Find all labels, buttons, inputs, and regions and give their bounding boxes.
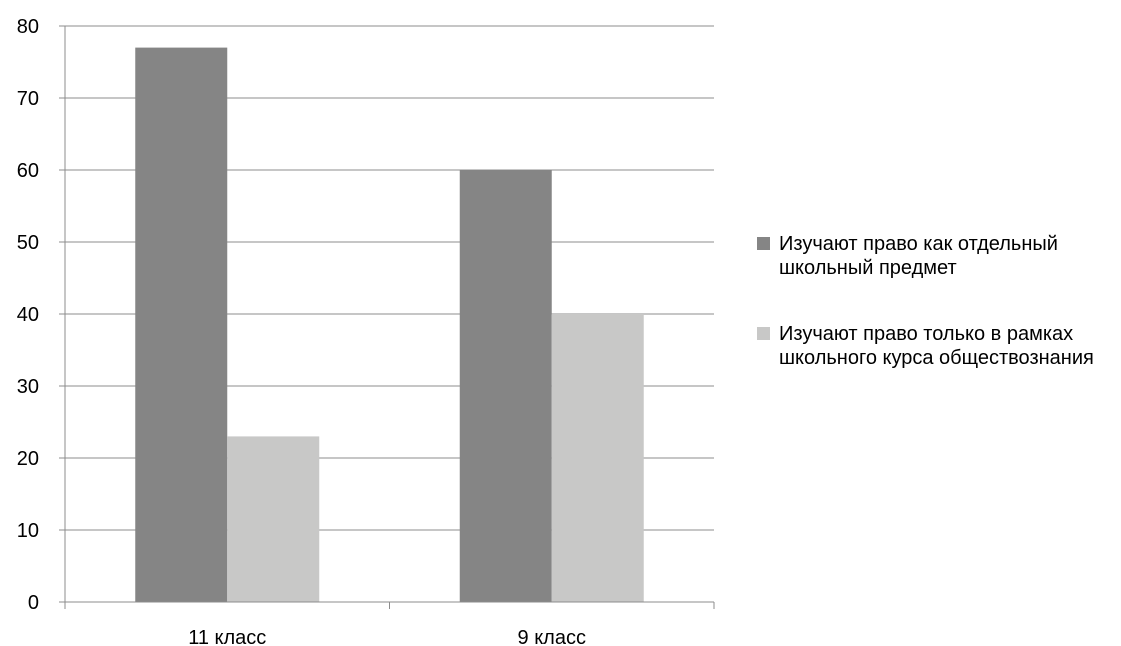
legend-swatch-series-1: [757, 237, 770, 250]
y-tick-label-40: 40: [17, 304, 39, 326]
bar-1-2: [459, 170, 552, 602]
legend-item-series-2: Изучают право только в рамках школьного …: [757, 322, 1121, 370]
legend-swatch-series-2: [757, 327, 770, 340]
bar-2-1: [227, 436, 320, 602]
bar-1-1: [135, 47, 228, 603]
y-tick-label-50: 50: [17, 232, 39, 254]
legend-label-series-1: Изучают право как отдельный школьный пре…: [779, 233, 1058, 279]
axes: [59, 25, 715, 609]
bar-2-2: [551, 314, 644, 602]
y-tick-label-10: 10: [17, 520, 39, 542]
y-tick-label-60: 60: [17, 160, 39, 182]
y-tick-label-80: 80: [17, 16, 39, 38]
x-tick-labels: 11 класс 9 класс: [188, 627, 586, 646]
y-tick-labels: 0 10 20 30 40 50 60 70 80: [17, 16, 39, 614]
legend-item-series-1: Изучают право как отдельный школьный пре…: [757, 232, 1121, 280]
legend: Изучают право как отдельный школьный пре…: [757, 232, 1121, 370]
x-tick-label-1: 11 класс: [188, 627, 266, 646]
y-tick-label-0: 0: [28, 592, 39, 614]
y-tick-label-20: 20: [17, 448, 39, 470]
bars: [135, 47, 644, 603]
y-tick-label-70: 70: [17, 88, 39, 110]
x-tick-label-2: 9 класс: [518, 627, 586, 646]
legend-label-series-2: Изучают право только в рамках школьного …: [779, 323, 1094, 369]
y-tick-label-30: 30: [17, 376, 39, 398]
